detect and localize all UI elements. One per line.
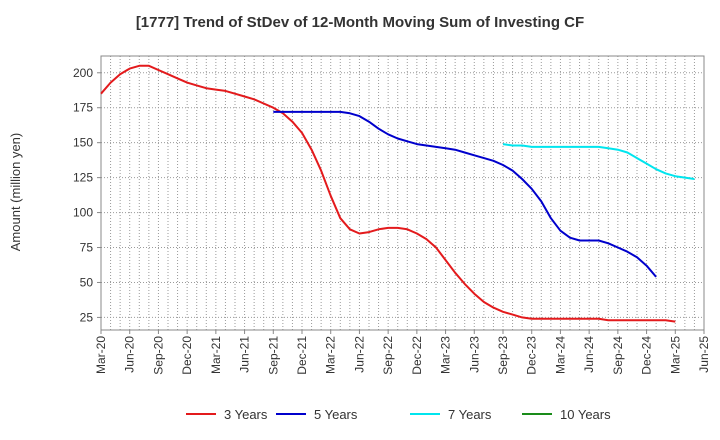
x-tick-label: Sep-21 [266, 336, 280, 375]
x-tick-label: Jun-20 [123, 336, 137, 373]
legend-label: 7 Years [448, 407, 492, 422]
y-tick-label: 100 [73, 206, 93, 220]
y-tick-label: 200 [73, 66, 93, 80]
x-tick-label: Jun-25 [697, 336, 711, 373]
grid-layer [101, 56, 704, 330]
y-axis-ticks: 25 50 75 100 125 150 175 200 [73, 66, 101, 324]
x-tick-label: Sep-22 [381, 336, 395, 375]
x-tick-label: Sep-24 [611, 336, 625, 375]
y-tick-label: 125 [73, 171, 93, 185]
x-tick-label: Mar-20 [94, 336, 108, 374]
x-tick-label: Dec-20 [180, 336, 194, 375]
x-tick-label: Dec-23 [525, 336, 539, 375]
y-tick-label: 25 [80, 310, 94, 324]
x-tick-label: Jun-23 [467, 336, 481, 373]
legend-label: 5 Years [314, 407, 358, 422]
y-tick-label: 75 [80, 241, 94, 255]
x-tick-label: Mar-23 [439, 336, 453, 374]
legend: 3 Years 5 Years 7 Years 10 Years [186, 407, 611, 422]
x-tick-label: Dec-24 [640, 336, 654, 375]
x-tick-label: Dec-21 [295, 336, 309, 375]
x-tick-label: Jun-22 [352, 336, 366, 373]
x-tick-label: Mar-21 [209, 336, 223, 374]
series-line-7-years [502, 143, 695, 180]
legend-label: 10 Years [560, 407, 611, 422]
legend-label: 3 Years [224, 407, 268, 422]
y-tick-label: 50 [80, 275, 94, 289]
series-line-5-years [273, 110, 657, 278]
y-axis-label: Amount (million yen) [8, 133, 23, 252]
series-line-3-years [100, 64, 676, 323]
x-tick-label: Jun-24 [582, 336, 596, 373]
x-tick-label: Mar-24 [553, 336, 567, 374]
y-tick-label: 150 [73, 136, 93, 150]
x-tick-label: Dec-22 [410, 336, 424, 375]
chart-title: [1777] Trend of StDev of 12-Month Moving… [135, 14, 585, 31]
x-tick-label: Sep-20 [151, 336, 165, 375]
series-layer [100, 64, 695, 323]
x-tick-label: Mar-22 [324, 336, 338, 374]
x-tick-label: Mar-25 [668, 336, 682, 374]
x-axis-ticks: Mar-20 Jun-20 Sep-20 Dec-20 Mar-21 Jun-21 Sep-… [94, 330, 711, 375]
x-tick-label: Jun-21 [238, 336, 252, 373]
plot-frame [100, 55, 705, 331]
y-tick-label: 175 [73, 101, 93, 115]
x-tick-label: Sep-23 [496, 336, 510, 375]
